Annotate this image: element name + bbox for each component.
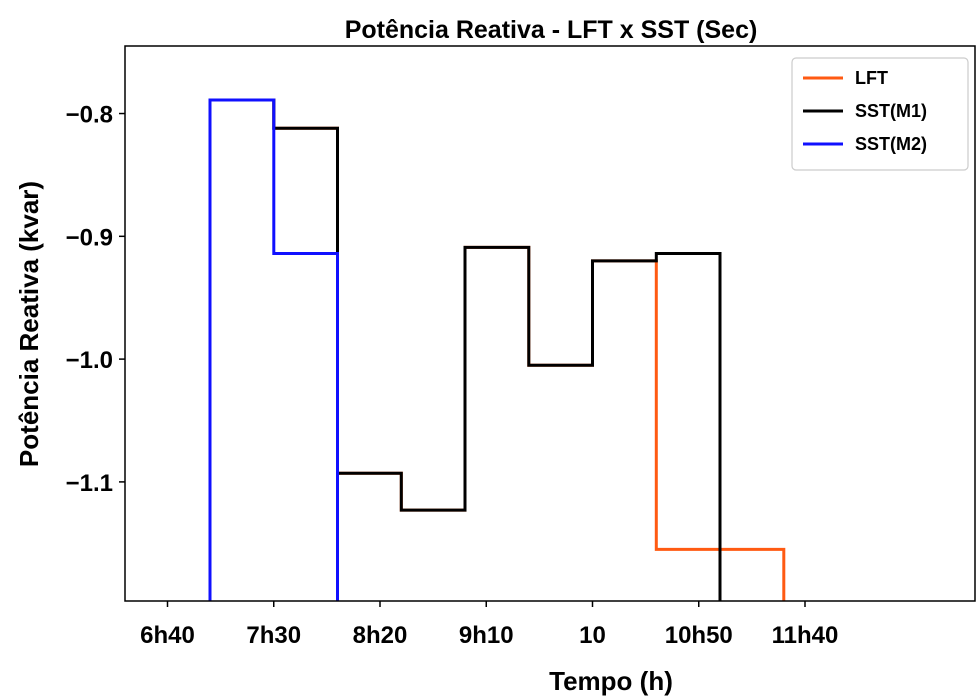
x-tick-label: 6h40 [140,622,195,649]
y-axis: −0.8 −0.9 −1.0 −1.1 [66,102,125,497]
x-axis-label: Tempo (h) [549,666,673,696]
series-layer [208,98,786,601]
y-tick-label: −0.9 [66,224,113,251]
x-tick-label: 8h20 [353,622,408,649]
legend-box [791,57,969,171]
x-tick-label: 7h30 [246,622,301,649]
series-line-sst-m2 [208,98,339,601]
legend-label: SST(M1) [855,101,927,121]
plot-frame [124,45,976,602]
legend-label: SST(M2) [855,134,927,154]
series-line-lft [208,98,786,601]
y-tick-label: −1.1 [66,470,113,497]
legend-label: LFT [855,68,888,88]
y-tick-label: −0.8 [66,102,113,129]
y-axis-label: Potência Reativa (kvar) [14,181,44,467]
x-axis: 6h40 7h30 8h20 9h10 10 10h50 11h40 [140,601,838,649]
x-tick-label: 9h10 [459,622,514,649]
series-line-sst-m1 [208,98,722,601]
x-tick-label: 10 [579,622,606,649]
y-tick-label: −1.0 [66,347,113,374]
legend: LFT SST(M1) SST(M2) [791,57,969,171]
x-tick-label: 10h50 [665,622,733,649]
x-tick-label: 11h40 [772,622,839,649]
chart-title: Potência Reativa - LFT x SST (Sec) [345,16,758,44]
